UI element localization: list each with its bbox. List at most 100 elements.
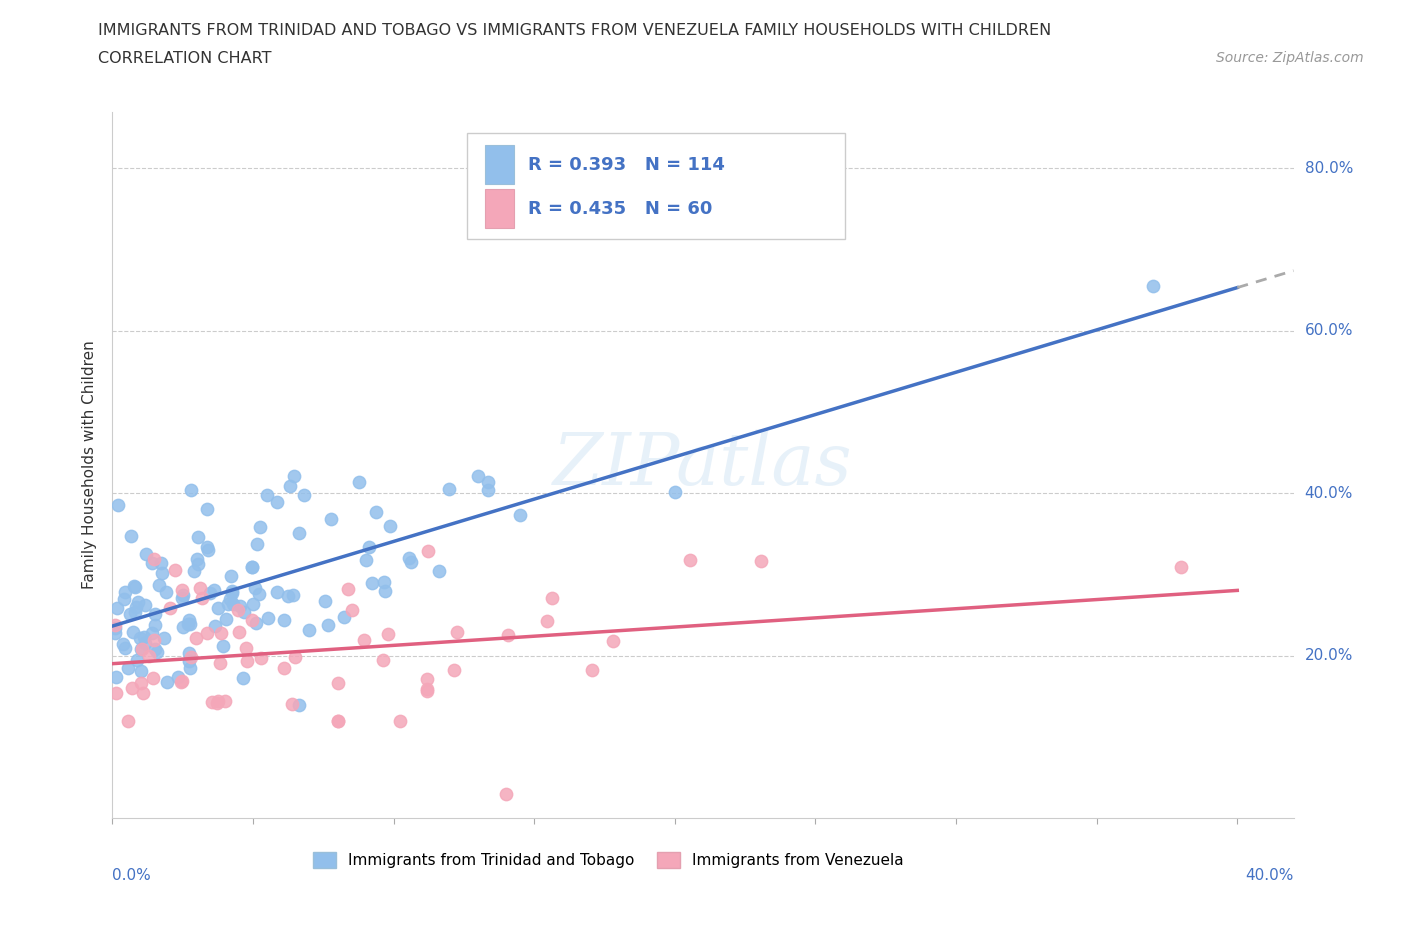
Point — [221, 584, 243, 599]
Point — [118, 607, 141, 622]
Text: 40.0%: 40.0% — [1246, 868, 1294, 883]
Point — [172, 620, 194, 635]
Text: IMMIGRANTS FROM TRINIDAD AND TOBAGO VS IMMIGRANTS FROM VENEZUELA FAMILY HOUSEHOL: IMMIGRANTS FROM TRINIDAD AND TOBAGO VS I… — [98, 23, 1052, 38]
FancyBboxPatch shape — [485, 190, 515, 228]
Point — [142, 671, 165, 685]
Point — [155, 585, 177, 600]
Point — [214, 694, 236, 709]
Point — [201, 695, 224, 710]
Point — [314, 593, 336, 608]
Point — [429, 564, 451, 578]
Point — [326, 713, 349, 728]
Point — [273, 612, 295, 627]
Point — [132, 685, 155, 700]
Text: CORRELATION CHART: CORRELATION CHART — [98, 51, 271, 66]
Point — [187, 529, 209, 544]
Point — [104, 625, 127, 640]
Point — [232, 671, 254, 685]
Point — [141, 556, 163, 571]
Point — [443, 662, 465, 677]
Point — [495, 787, 517, 802]
Point — [240, 559, 263, 574]
Y-axis label: Family Households with Children: Family Households with Children — [82, 340, 97, 590]
Legend: Immigrants from Trinidad and Tobago, Immigrants from Venezuela: Immigrants from Trinidad and Tobago, Imm… — [307, 846, 910, 874]
Point — [416, 682, 439, 697]
Point — [245, 616, 267, 631]
Text: 20.0%: 20.0% — [1305, 648, 1353, 663]
Point — [202, 583, 225, 598]
Point — [177, 645, 200, 660]
Point — [114, 584, 136, 599]
Text: 40.0%: 40.0% — [1305, 486, 1353, 501]
Point — [131, 642, 153, 657]
Point — [415, 671, 437, 686]
Point — [170, 582, 193, 597]
Point — [247, 587, 270, 602]
Point — [326, 675, 349, 690]
Point — [141, 626, 163, 641]
Point — [221, 597, 243, 612]
Point — [120, 528, 142, 543]
Point — [129, 631, 152, 645]
Point — [124, 579, 146, 594]
Point — [374, 583, 396, 598]
Point — [186, 551, 208, 566]
FancyBboxPatch shape — [467, 133, 845, 239]
Point — [228, 599, 250, 614]
Point — [188, 581, 211, 596]
Point — [236, 654, 259, 669]
Point — [373, 575, 395, 590]
Point — [117, 713, 139, 728]
Point — [277, 589, 299, 604]
Point — [191, 591, 214, 605]
Point — [292, 487, 315, 502]
Text: 60.0%: 60.0% — [1305, 324, 1353, 339]
Point — [204, 618, 226, 633]
Point — [179, 654, 201, 669]
Text: 80.0%: 80.0% — [1305, 161, 1353, 176]
Point — [273, 660, 295, 675]
Point — [195, 502, 218, 517]
Point — [165, 563, 187, 578]
Point — [195, 625, 218, 640]
Point — [664, 485, 686, 499]
Point — [278, 478, 301, 493]
Point — [536, 614, 558, 629]
Point — [246, 537, 269, 551]
Point — [142, 552, 165, 567]
Text: Source: ZipAtlas.com: Source: ZipAtlas.com — [1216, 51, 1364, 65]
Point — [256, 487, 278, 502]
Point — [1170, 560, 1192, 575]
Point — [179, 661, 201, 676]
Point — [602, 633, 624, 648]
Point — [266, 584, 288, 599]
Text: R = 0.435   N = 60: R = 0.435 N = 60 — [529, 200, 713, 219]
Point — [205, 696, 228, 711]
Point — [364, 505, 387, 520]
Point — [143, 618, 166, 632]
Point — [138, 649, 160, 664]
Text: R = 0.393   N = 114: R = 0.393 N = 114 — [529, 155, 725, 174]
Point — [179, 617, 201, 631]
Point — [186, 631, 208, 645]
Point — [172, 673, 194, 688]
Point — [378, 518, 401, 533]
Point — [477, 483, 499, 498]
Point — [288, 525, 311, 540]
Point — [104, 618, 127, 632]
Point — [135, 547, 157, 562]
Point — [283, 468, 305, 483]
Point — [107, 498, 129, 512]
Point — [446, 624, 468, 639]
Point — [467, 469, 489, 484]
Point — [240, 613, 263, 628]
Point — [319, 512, 342, 526]
Point — [257, 611, 280, 626]
Point — [749, 553, 772, 568]
Point — [221, 586, 243, 601]
Point — [159, 601, 181, 616]
Point — [217, 597, 239, 612]
Point — [243, 581, 266, 596]
Point — [177, 617, 200, 631]
Point — [283, 588, 305, 603]
